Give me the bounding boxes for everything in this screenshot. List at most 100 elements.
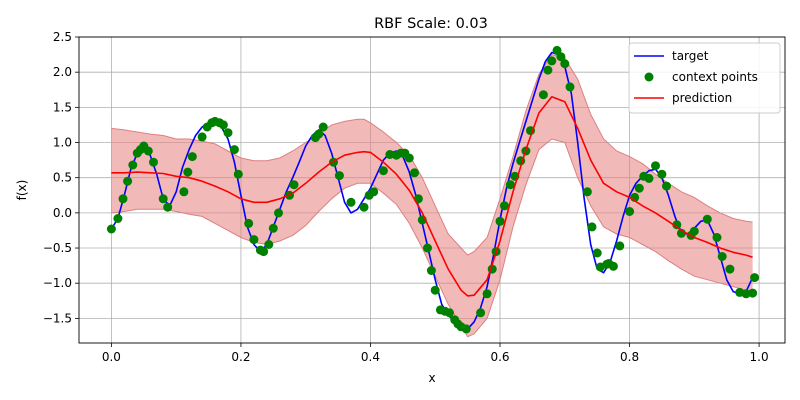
context-point: [543, 65, 553, 75]
y-axis: −1.5 −1.0 −0.5 0.0 0.5 1.0 1.5 2.0 2.5: [43, 30, 79, 325]
context-point: [748, 288, 758, 298]
legend-context-swatch: [644, 72, 654, 82]
context-point: [314, 129, 324, 139]
context-point: [712, 233, 722, 242]
context-point: [268, 223, 278, 233]
context-point: [560, 59, 570, 69]
context-point: [608, 261, 618, 271]
x-axis-label: x: [428, 371, 435, 385]
uncertainty-band-upper-edge: [111, 54, 753, 256]
context-point: [123, 176, 133, 186]
context-point: [106, 224, 116, 234]
context-points: [106, 45, 760, 334]
y-tick-label: 0.5: [53, 171, 72, 185]
context-point: [426, 266, 436, 275]
y-tick-label: 1.0: [53, 136, 72, 150]
context-point: [662, 181, 671, 191]
context-point: [244, 218, 254, 228]
chart-title: RBF Scale: 0.03: [374, 16, 488, 32]
context-point: [461, 324, 471, 334]
context-point: [644, 173, 654, 183]
context-point: [582, 187, 592, 197]
context-point: [495, 216, 505, 226]
x-tick-label: 0.0: [102, 350, 121, 364]
legend-label-context: context points: [672, 70, 758, 84]
context-point: [118, 194, 128, 204]
context-point: [179, 187, 189, 197]
x-tick-label: 1.0: [750, 350, 769, 364]
context-point: [547, 56, 557, 66]
context-point: [500, 201, 509, 211]
context-point: [672, 220, 682, 230]
context-point: [717, 252, 727, 261]
context-point: [334, 171, 344, 181]
y-tick-label: 1.5: [53, 100, 72, 114]
context-point: [725, 264, 735, 274]
prediction-line: [111, 96, 753, 297]
y-tick-label: −1.0: [43, 276, 72, 290]
context-point: [197, 132, 207, 142]
context-point: [651, 161, 660, 171]
y-tick-label: 2.5: [53, 30, 72, 44]
context-point: [218, 120, 228, 130]
y-tick-label: −0.5: [43, 241, 72, 255]
context-point: [750, 273, 760, 283]
context-point: [445, 308, 454, 318]
context-point: [482, 289, 492, 299]
x-tick-label: 0.6: [490, 350, 509, 364]
context-point: [423, 243, 432, 253]
context-point: [404, 153, 414, 163]
context-point: [430, 285, 440, 295]
context-point: [264, 240, 274, 249]
y-axis-label: f(x): [15, 180, 29, 201]
context-point: [657, 169, 667, 179]
context-point: [163, 202, 173, 212]
y-tick-label: 0.0: [53, 206, 72, 220]
context-point: [233, 169, 243, 179]
context-point: [359, 202, 369, 212]
context-point: [689, 226, 699, 236]
x-tick-label: 0.4: [361, 350, 380, 364]
context-point: [702, 214, 712, 224]
context-point: [592, 248, 602, 258]
legend-box: [628, 42, 781, 114]
context-point: [223, 128, 233, 138]
x-tick-label: 0.2: [231, 350, 250, 364]
plot-frame: [78, 36, 786, 344]
context-point: [187, 152, 197, 162]
context-point: [625, 207, 635, 216]
legend: target context points prediction: [628, 42, 781, 114]
context-point: [128, 160, 138, 170]
legend-label-target: target: [672, 49, 709, 63]
context-point: [587, 222, 597, 232]
context-point: [289, 180, 299, 190]
context-point: [158, 194, 168, 204]
y-tick-label: −1.5: [43, 311, 72, 325]
context-point: [149, 157, 158, 167]
y-tick-label: 2.0: [53, 65, 72, 79]
context-point: [615, 241, 625, 251]
context-point: [538, 90, 548, 100]
context-point: [346, 197, 356, 207]
context-point: [634, 183, 644, 193]
context-point: [556, 52, 566, 62]
context-point: [113, 214, 123, 223]
context-point: [741, 289, 751, 299]
legend-label-prediction: prediction: [672, 91, 732, 105]
x-axis: 0.0 0.2 0.4 0.6 0.8 1.0: [102, 343, 769, 364]
context-point: [385, 150, 395, 159]
context-point: [505, 180, 515, 190]
context-point: [318, 122, 328, 132]
context-point: [143, 146, 153, 156]
context-point: [259, 247, 269, 257]
uncertainty-band: [111, 54, 753, 337]
context-point: [378, 166, 388, 176]
x-tick-label: 0.8: [620, 350, 639, 364]
context-point: [369, 187, 379, 197]
context-point: [410, 168, 419, 178]
context-point: [229, 145, 239, 155]
context-point: [565, 82, 575, 92]
context-point: [249, 235, 259, 245]
context-point: [183, 167, 193, 177]
